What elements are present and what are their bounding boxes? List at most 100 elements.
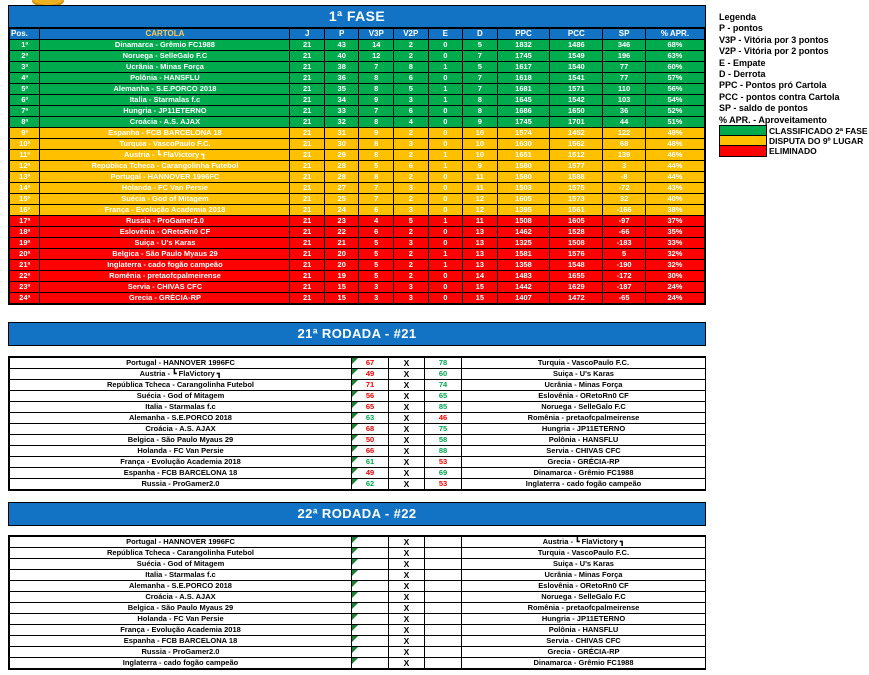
cell-sp[interactable]: 110: [602, 83, 646, 95]
cell-v2p[interactable]: 3: [393, 281, 429, 293]
cell-away-score[interactable]: [424, 657, 462, 669]
cell-e[interactable]: 1: [427, 94, 464, 106]
cell-pos[interactable]: 21ª: [8, 259, 41, 271]
cell-away-score[interactable]: 75: [424, 423, 462, 435]
cell-pos[interactable]: 1ª: [8, 39, 41, 51]
cell-d[interactable]: 13: [462, 226, 498, 238]
cell-x-separator[interactable]: X: [388, 613, 425, 625]
cell-d[interactable]: 15: [462, 292, 498, 304]
cell-x-separator[interactable]: X: [388, 434, 425, 446]
cell-pos[interactable]: 24ª: [8, 292, 41, 304]
cell-v2p[interactable]: 4: [393, 116, 429, 128]
cell-pcc[interactable]: 1701: [549, 116, 604, 128]
cell-away-team[interactable]: Grecia - GRÉCIA-RP: [461, 456, 706, 468]
cell-x-separator[interactable]: X: [388, 368, 425, 380]
cell-p[interactable]: 22: [323, 226, 360, 238]
cell-d[interactable]: 5: [462, 39, 498, 51]
cell-x-separator[interactable]: X: [388, 547, 425, 559]
cell-d[interactable]: 10: [462, 127, 498, 139]
cell-p[interactable]: 35: [323, 83, 360, 95]
cell-p[interactable]: 36: [323, 72, 360, 84]
cell-pcc[interactable]: 1573: [549, 193, 604, 205]
cell-d[interactable]: 11: [462, 215, 498, 227]
standings-col-5[interactable]: V2P: [393, 28, 429, 40]
cell-away-score[interactable]: 74: [424, 379, 462, 391]
cell-away-team[interactable]: Dinamarca - Grêmio FC1988: [461, 657, 706, 669]
cell-away-team[interactable]: Austria - ┗ FlaVictory ┓: [461, 536, 706, 548]
cell-sp[interactable]: 122: [602, 127, 646, 139]
cell-home-score[interactable]: [351, 547, 389, 559]
cell-e[interactable]: 1: [427, 149, 464, 161]
cell-pcc[interactable]: 1575: [549, 182, 604, 194]
cell-away-score[interactable]: 69: [424, 467, 462, 479]
cell-j[interactable]: 21: [289, 94, 325, 106]
cell-home-score[interactable]: [351, 646, 389, 658]
standings-col-0[interactable]: Pos.: [8, 28, 41, 40]
cell-v2p[interactable]: 3: [393, 237, 429, 249]
cell-x-separator[interactable]: X: [388, 624, 425, 636]
cell-home-team[interactable]: Holanda - FC Van Persie: [9, 613, 352, 625]
cell-j[interactable]: 21: [289, 204, 325, 216]
cell-home-team[interactable]: Belgica - São Paulo Myaus 29: [9, 602, 352, 614]
cell-home-score[interactable]: [351, 580, 389, 592]
cell-apr[interactable]: 24%: [644, 292, 706, 304]
cell-d[interactable]: 13: [462, 259, 498, 271]
cell-pcc[interactable]: 1540: [549, 61, 604, 73]
cell-p[interactable]: 33: [323, 105, 360, 117]
cell-j[interactable]: 21: [289, 237, 325, 249]
cell-home-score[interactable]: 50: [351, 434, 389, 446]
standings-col-11[interactable]: % APR.: [644, 28, 706, 40]
cell-team[interactable]: Alemanha - S.E.PORCO 2018: [39, 83, 291, 95]
cell-home-team[interactable]: Austria - ┗ FlaVictory ┓: [9, 368, 352, 380]
cell-j[interactable]: 21: [289, 281, 325, 293]
cell-pcc[interactable]: 1576: [549, 248, 604, 260]
cell-apr[interactable]: 57%: [644, 72, 706, 84]
cell-away-team[interactable]: Servia - CHIVAS CFC: [461, 635, 706, 647]
cell-pos[interactable]: 11ª: [8, 149, 41, 161]
cell-apr[interactable]: 43%: [644, 182, 706, 194]
cell-away-team[interactable]: Eslovênia - ORetoRn0 CF: [461, 580, 706, 592]
cell-away-score[interactable]: 60: [424, 368, 462, 380]
cell-team[interactable]: Noruega - SelleGalo F.C: [39, 50, 291, 62]
cell-pos[interactable]: 5ª: [8, 83, 41, 95]
cell-apr[interactable]: 44%: [644, 160, 706, 172]
cell-v2p[interactable]: 6: [393, 105, 429, 117]
cell-d[interactable]: 11: [462, 171, 498, 183]
cell-team[interactable]: Italia - Starmalas f.c: [39, 94, 291, 106]
cell-away-team[interactable]: Ucrânia - Minas Força: [461, 569, 706, 581]
cell-v2p[interactable]: 2: [393, 226, 429, 238]
cell-home-team[interactable]: Portugal - HANNOVER 1996FC: [9, 357, 352, 369]
cell-sp[interactable]: -65: [602, 292, 646, 304]
cell-d[interactable]: 11: [462, 182, 498, 194]
cell-e[interactable]: 1: [427, 248, 464, 260]
cell-team[interactable]: Russia - ProGamer2.0: [39, 215, 291, 227]
cell-x-separator[interactable]: X: [388, 602, 425, 614]
cell-apr[interactable]: 51%: [644, 116, 706, 128]
cell-j[interactable]: 21: [289, 193, 325, 205]
cell-away-score[interactable]: [424, 558, 462, 570]
cell-away-score[interactable]: 53: [424, 456, 462, 468]
cell-home-team[interactable]: França - Evolução Academia 2018: [9, 624, 352, 636]
cell-ppc[interactable]: 1483: [496, 270, 551, 282]
cell-pcc[interactable]: 1472: [549, 292, 604, 304]
cell-team[interactable]: Eslovênia - ORetoRn0 CF: [39, 226, 291, 238]
cell-pcc[interactable]: 1577: [549, 160, 604, 172]
cell-ppc[interactable]: 1407: [496, 292, 551, 304]
cell-ppc[interactable]: 1580: [496, 160, 551, 172]
cell-apr[interactable]: 60%: [644, 61, 706, 73]
cell-home-team[interactable]: Holanda - FC Van Persie: [9, 445, 352, 457]
cell-pos[interactable]: 16ª: [8, 204, 41, 216]
cell-d[interactable]: 10: [462, 138, 498, 150]
cell-x-separator[interactable]: X: [388, 558, 425, 570]
cell-v3p[interactable]: 7: [358, 105, 395, 117]
cell-v2p[interactable]: 2: [393, 39, 429, 51]
cell-away-team[interactable]: Suiça - U's Karas: [461, 558, 706, 570]
cell-ppc[interactable]: 1508: [496, 215, 551, 227]
cell-team[interactable]: Polônia - HANSFLU: [39, 72, 291, 84]
cell-team[interactable]: Suiça - U's Karas: [39, 237, 291, 249]
cell-j[interactable]: 21: [289, 138, 325, 150]
cell-pos[interactable]: 22ª: [8, 270, 41, 282]
cell-e[interactable]: 0: [427, 72, 464, 84]
cell-pcc[interactable]: 1512: [549, 149, 604, 161]
standings-col-7[interactable]: D: [462, 28, 498, 40]
